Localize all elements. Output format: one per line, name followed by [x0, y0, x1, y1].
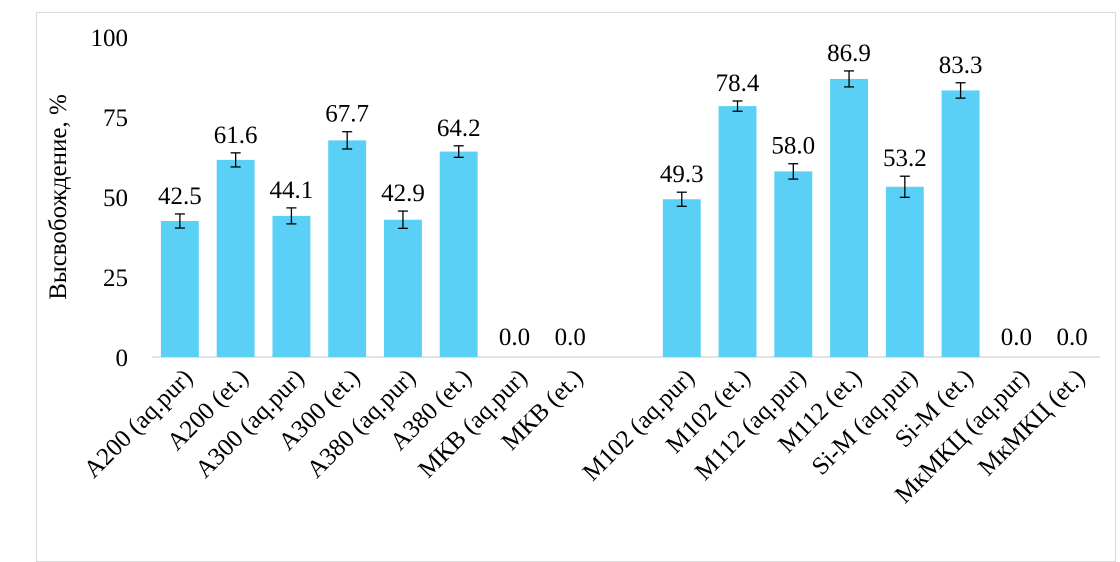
error-bar [676, 191, 687, 207]
y-tick-label: 50 [103, 185, 128, 212]
error-bar [174, 213, 185, 229]
y-tick-label: 25 [103, 265, 128, 292]
bar [272, 215, 311, 357]
bar [662, 199, 701, 357]
error-bar [230, 152, 241, 168]
y-tick-label: 100 [91, 25, 129, 52]
bar [830, 78, 869, 358]
bar [941, 90, 980, 357]
bar [439, 151, 478, 357]
bar [328, 140, 367, 357]
error-bar [342, 131, 353, 150]
data-label: 64.2 [437, 115, 481, 142]
error-bars [174, 70, 966, 230]
data-label: 53.2 [883, 145, 927, 172]
data-label: 44.1 [270, 177, 314, 204]
error-bar [788, 163, 799, 180]
y-tick-label: 75 [103, 105, 128, 132]
bar [718, 106, 757, 358]
data-label: 86.9 [827, 40, 871, 67]
error-bar [397, 210, 408, 230]
data-label: 67.7 [325, 101, 369, 128]
data-label: 83.3 [939, 52, 983, 79]
data-label: 42.5 [158, 183, 202, 210]
error-bar [899, 175, 910, 198]
bar [383, 219, 422, 357]
bar [216, 159, 255, 357]
y-tick-label: 0 [116, 345, 129, 372]
data-label: 0.0 [555, 324, 586, 351]
data-label: 78.4 [716, 70, 760, 97]
data-label: 0.0 [1056, 324, 1087, 351]
bars [160, 78, 980, 358]
error-bar [955, 82, 966, 99]
bar [160, 221, 199, 357]
error-bar [453, 145, 464, 158]
data-label: 42.9 [381, 180, 425, 207]
y-axis-ticks: 0 25 50 75 100 [91, 25, 129, 372]
y-axis-title: Высвобождение, % [45, 94, 72, 300]
data-label: 49.3 [660, 161, 704, 188]
data-label: 0.0 [1001, 324, 1032, 351]
chart-frame [36, 12, 1116, 562]
error-bar [844, 70, 855, 88]
bar [885, 186, 924, 357]
error-bar [732, 100, 743, 112]
data-label: 61.6 [214, 122, 258, 149]
data-label: 0.0 [499, 324, 530, 351]
bar [774, 171, 813, 357]
data-labels: 42.5 61.6 44.1 67.7 42.9 64.2 0.0 0.0 49.3 78.4 58… [158, 40, 1088, 351]
data-label: 58.0 [771, 133, 815, 160]
error-bar [286, 207, 297, 225]
x-axis-categories: A200 (aq.pur)A200 (et.)A300 (aq.pur)A300… [79, 364, 1090, 509]
